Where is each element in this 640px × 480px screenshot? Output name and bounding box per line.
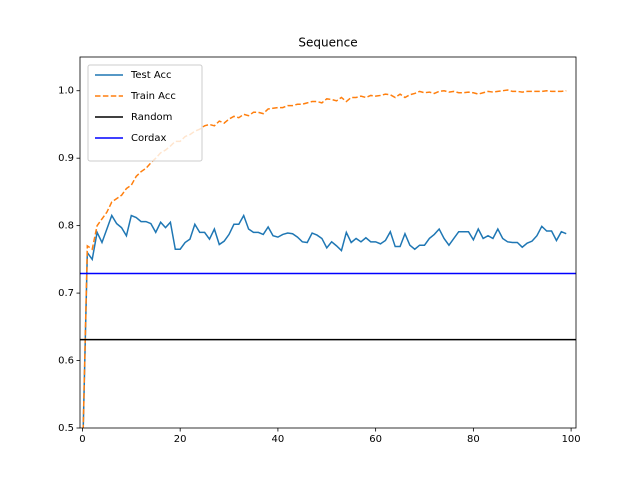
x-tick-label: 0: [79, 434, 85, 445]
y-tick-label: 0.6: [58, 356, 74, 367]
y-tick-label: 0.5: [58, 423, 74, 434]
y-tick-label: 1.0: [58, 86, 74, 97]
y-tick-label: 0.9: [58, 153, 74, 164]
legend-label: Random: [131, 112, 172, 123]
x-tick-label: 40: [272, 434, 285, 445]
legend-label: Train Acc: [130, 91, 176, 102]
legend-box: [87, 64, 203, 162]
x-tick-label: 60: [369, 434, 382, 445]
x-tick-label: 100: [562, 434, 581, 445]
legend-label: Cordax: [131, 133, 167, 144]
y-tick-label: 0.7: [58, 288, 74, 299]
x-tick-label: 20: [174, 434, 187, 445]
y-tick-label: 0.8: [58, 221, 74, 232]
legend-label: Test Acc: [130, 70, 172, 81]
series-line: [82, 213, 567, 428]
plot-area: [80, 89, 576, 428]
x-tick-label: 80: [467, 434, 480, 445]
chart-title: Sequence: [298, 36, 357, 50]
axes-frame: [79, 56, 577, 429]
